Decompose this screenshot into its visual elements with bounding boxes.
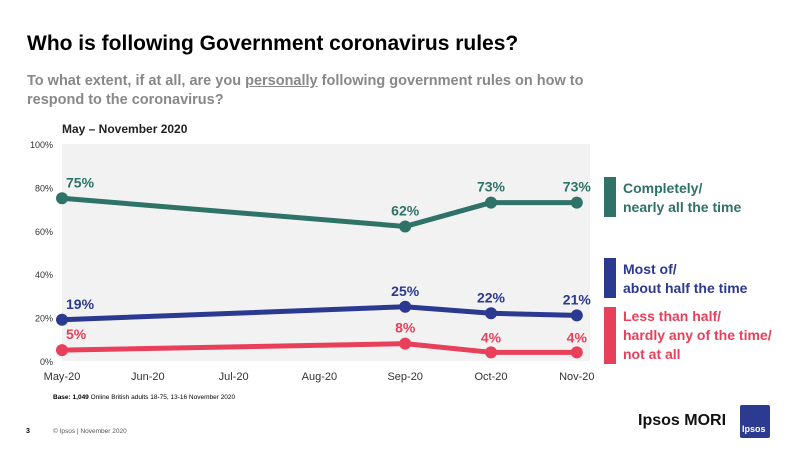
data-point bbox=[570, 196, 583, 209]
data-label: 4% bbox=[481, 329, 502, 345]
y-tick-label: 60% bbox=[35, 227, 53, 237]
legend-swatch-less bbox=[604, 307, 616, 364]
data-point bbox=[485, 346, 497, 359]
data-label: 22% bbox=[477, 289, 506, 305]
x-tick-label: Sep-20 bbox=[387, 371, 422, 383]
y-tick-label: 20% bbox=[35, 314, 53, 324]
legend-text: hardly any of the time/ bbox=[623, 327, 772, 343]
data-label: 21% bbox=[563, 291, 592, 307]
legend-text: Completely/ bbox=[623, 180, 703, 196]
legend-swatch-most bbox=[604, 258, 616, 298]
base-note: Base: 1,049 Online British adults 18-75,… bbox=[53, 394, 235, 401]
data-point bbox=[570, 346, 583, 359]
x-tick-label: Aug-20 bbox=[302, 371, 337, 383]
legend-less: Less than half/hardly any of the time/no… bbox=[623, 307, 772, 364]
legend-text: about half the time bbox=[623, 280, 748, 296]
data-point bbox=[485, 307, 497, 320]
question-emphasis: personally bbox=[245, 73, 318, 89]
y-tick-label: 100% bbox=[30, 140, 53, 150]
data-point bbox=[56, 313, 68, 326]
legend-text: nearly all the time bbox=[623, 199, 742, 215]
base-text: Online British adults 18-75, 13-16 Novem… bbox=[90, 394, 236, 401]
data-point bbox=[56, 344, 68, 357]
base-n: 1,049 bbox=[72, 394, 89, 401]
base-label: Base: bbox=[53, 394, 71, 401]
page-number: 3 bbox=[26, 428, 30, 435]
logo-text: Ipsos bbox=[742, 424, 766, 434]
y-tick-label: 40% bbox=[35, 270, 53, 280]
data-point bbox=[399, 220, 412, 233]
y-tick-label: 80% bbox=[35, 183, 53, 193]
data-label: 73% bbox=[563, 179, 592, 195]
legend-text: not at all bbox=[623, 346, 681, 362]
y-tick-label: 0% bbox=[40, 357, 53, 367]
data-point bbox=[570, 309, 583, 322]
data-point bbox=[485, 196, 497, 209]
series-line bbox=[61, 195, 577, 229]
data-point bbox=[56, 192, 68, 205]
series-line bbox=[61, 341, 577, 355]
plot-area bbox=[62, 144, 590, 361]
legend-text: Less than half/ bbox=[623, 308, 722, 324]
ipsos-logo: Ipsos bbox=[740, 405, 770, 438]
brand-name: Ipsos MORI bbox=[638, 412, 727, 429]
data-point bbox=[399, 300, 412, 313]
x-tick-label: Jul-20 bbox=[219, 371, 249, 383]
question-part: To what extent, if at all, are you bbox=[27, 73, 246, 89]
data-label: 4% bbox=[567, 329, 588, 345]
data-label: 5% bbox=[66, 326, 87, 342]
question-text: To what extent, if at all, are you perso… bbox=[27, 72, 627, 110]
legend-most: Most of/about half the time bbox=[623, 260, 747, 298]
data-label: 62% bbox=[391, 202, 420, 218]
x-tick-label: Oct-20 bbox=[474, 371, 507, 383]
legend-text: Most of/ bbox=[623, 261, 677, 277]
copyright: © Ipsos | November 2020 bbox=[53, 428, 127, 435]
question-part: following government rules on how to res… bbox=[27, 73, 584, 108]
x-tick-label: Jun-20 bbox=[131, 371, 165, 383]
chart-period: May – November 2020 bbox=[62, 122, 188, 136]
series-line bbox=[61, 304, 577, 323]
data-label: 75% bbox=[66, 174, 95, 190]
data-label: 19% bbox=[66, 296, 95, 312]
data-label: 25% bbox=[391, 283, 420, 299]
x-tick-label: Nov-20 bbox=[559, 371, 594, 383]
legend-swatch-completely bbox=[604, 177, 616, 217]
data-label: 8% bbox=[395, 320, 416, 336]
data-point bbox=[399, 337, 412, 350]
x-tick-label: May-20 bbox=[44, 371, 81, 383]
data-label: 73% bbox=[477, 179, 506, 195]
slide-title: Who is following Government coronavirus … bbox=[27, 32, 519, 55]
legend-completely: Completely/nearly all the time bbox=[623, 179, 741, 217]
